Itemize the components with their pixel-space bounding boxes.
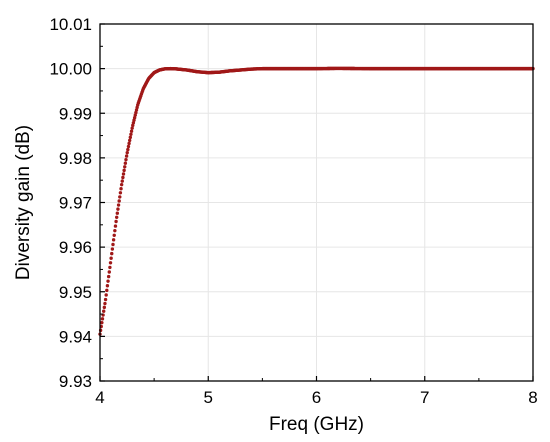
- data-point: [118, 195, 122, 199]
- axis-ticks: [99, 23, 534, 382]
- grid-lines: [100, 24, 533, 381]
- data-point: [127, 138, 132, 143]
- data-point: [108, 265, 112, 270]
- data-point: [124, 154, 129, 158]
- data-point: [132, 116, 137, 120]
- data-point: [115, 215, 119, 219]
- data-point: [126, 144, 131, 149]
- data-point: [128, 135, 133, 140]
- data-point: [130, 126, 134, 130]
- data-point: [100, 320, 104, 325]
- data-point: [129, 129, 134, 133]
- data-point: [100, 317, 105, 321]
- data-point: [106, 279, 110, 283]
- x-tick-label: 6: [312, 388, 321, 407]
- data-point: [123, 165, 127, 169]
- data-point: [119, 187, 123, 191]
- data-point: [111, 242, 115, 247]
- data-point: [131, 123, 135, 128]
- data-point: [110, 247, 115, 251]
- data-point: [103, 297, 108, 302]
- data-point: [133, 113, 137, 117]
- data-point: [118, 191, 123, 195]
- y-tick-label: 9.95: [59, 283, 92, 302]
- data-point: [121, 175, 125, 180]
- data-point: [119, 182, 124, 187]
- data-point: [109, 256, 113, 260]
- data-point: [122, 168, 126, 173]
- y-tick-label: 9.97: [59, 194, 92, 213]
- x-tick-label: 7: [420, 388, 429, 407]
- y-tick-label: 9.98: [59, 149, 92, 168]
- data-point: [129, 132, 133, 136]
- data-point: [120, 179, 124, 183]
- data-point: [131, 121, 136, 125]
- x-axis-label: Freq (GHz): [269, 414, 364, 435]
- y-tick-label: 10.01: [49, 15, 92, 34]
- data-point: [127, 141, 131, 146]
- x-tick-labels: 4 5 6 7 8: [95, 388, 537, 407]
- data-point: [113, 224, 118, 228]
- y-tick-label: 9.96: [59, 238, 92, 257]
- data-point: [107, 270, 111, 274]
- x-tick-label: 8: [528, 388, 537, 407]
- data-point: [116, 207, 120, 211]
- data-point: [124, 157, 128, 162]
- x-tick-label: 5: [204, 388, 213, 407]
- data-point: [111, 238, 116, 242]
- data-point: [125, 150, 129, 155]
- data-point: [132, 118, 136, 122]
- data-point: [110, 251, 114, 256]
- data-point: [103, 301, 107, 306]
- y-axis-label: Diversity gain (dB): [13, 125, 34, 280]
- y-tick-labels: 9.93 9.94 9.95 9.96 9.97 9.98 9.99 10.00 10.01: [49, 15, 92, 391]
- data-point: [123, 161, 128, 165]
- data-point: [135, 105, 139, 110]
- data-point: [121, 172, 126, 176]
- data-point: [117, 199, 121, 203]
- data-point: [105, 288, 109, 293]
- data-point: [134, 108, 139, 112]
- data-point: [106, 274, 111, 279]
- data-point: [102, 305, 107, 310]
- data-point: [112, 233, 116, 237]
- data-point: [113, 228, 117, 233]
- data-point: [115, 211, 120, 215]
- y-tick-label: 9.99: [59, 104, 92, 123]
- data-point: [108, 261, 113, 265]
- data-point: [114, 219, 118, 224]
- data-point: [105, 284, 110, 288]
- y-tick-label: 10.00: [49, 60, 92, 79]
- data-point: [116, 203, 121, 207]
- data-point: [126, 147, 130, 152]
- data-point: [104, 293, 108, 297]
- data-point: [102, 309, 106, 313]
- y-tick-label: 9.94: [59, 327, 92, 346]
- y-tick-label: 9.93: [59, 372, 92, 391]
- data-point: [134, 110, 138, 115]
- x-tick-label: 4: [95, 388, 104, 407]
